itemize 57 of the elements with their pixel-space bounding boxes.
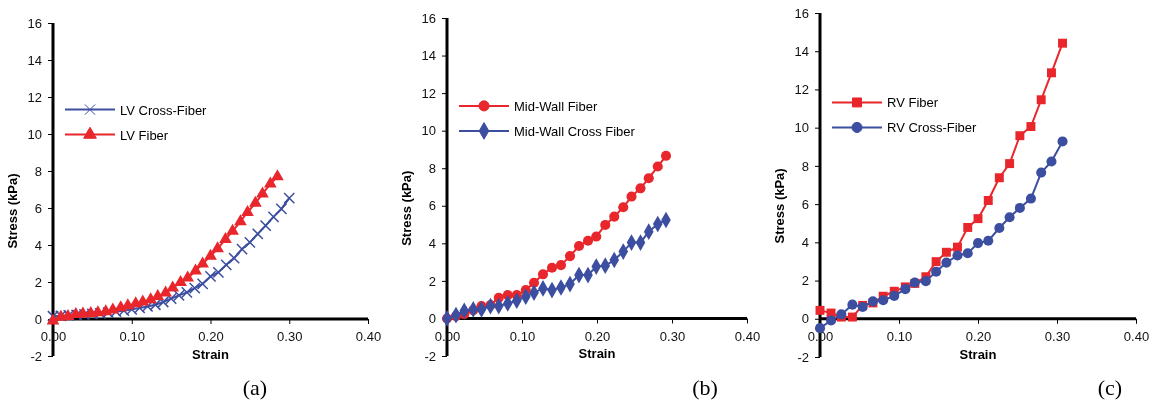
x-tick-label: 0.10 <box>886 329 913 345</box>
y-tick-label: -2 <box>797 349 809 365</box>
y-tick-label: 4 <box>428 235 436 251</box>
x-tick-label: 0.40 <box>734 328 761 344</box>
x-tick-label: 0.30 <box>277 329 303 345</box>
y-tick-label: 8 <box>34 163 42 179</box>
y-axis-title: Stress (kPa) <box>772 168 787 244</box>
x-tick-label: 0.10 <box>119 329 145 345</box>
legend-label: RV Fiber <box>887 95 939 111</box>
x-axis-title: Strain <box>959 346 997 362</box>
legend-label: Mid-Wall Fiber <box>514 98 598 114</box>
x-tick-label: 0.30 <box>1044 329 1071 345</box>
y-tick-label: 2 <box>801 273 809 289</box>
y-tick-label: 0 <box>428 311 436 327</box>
text: (a) <box>242 375 268 400</box>
y-tick-label: 6 <box>428 198 436 214</box>
x-tick-label: 0.30 <box>659 328 686 344</box>
y-tick-label: 14 <box>794 43 809 59</box>
y-tick-label: 4 <box>34 237 42 253</box>
y-tick-label: 12 <box>27 89 42 105</box>
y-tick-label: -2 <box>424 348 436 364</box>
y-tick-label: 10 <box>27 126 42 142</box>
y-tick-label: 16 <box>421 10 436 26</box>
y-tick-label: 16 <box>794 5 809 21</box>
y-tick-label: 4 <box>801 234 809 250</box>
x-axis-title: Strain <box>578 346 616 362</box>
y-tick-label: 10 <box>421 123 436 139</box>
legend-label: Mid-Wall Cross Fiber <box>514 123 636 139</box>
legend-label: LV Fiber <box>120 127 169 143</box>
y-axis-title: Stress (kPa) <box>5 173 20 249</box>
y-tick-label: 2 <box>34 274 42 290</box>
y-tick-label: 12 <box>794 82 809 98</box>
y-tick-label: 16 <box>27 15 42 31</box>
y-tick-label: 6 <box>34 200 42 216</box>
y-tick-label: 14 <box>27 52 42 68</box>
x-tick-label: 0.40 <box>355 329 382 345</box>
y-tick-label: 10 <box>794 120 809 136</box>
x-tick-label: 0.10 <box>509 328 536 344</box>
y-tick-label: 0 <box>34 311 42 327</box>
text: (c) <box>1097 375 1123 400</box>
y-tick-label: 8 <box>801 158 809 174</box>
y-tick-label: 12 <box>421 85 436 101</box>
x-axis-title: Strain <box>192 347 229 362</box>
y-tick-label: 2 <box>428 273 436 289</box>
y-tick-label: 6 <box>801 196 809 212</box>
y-tick-label: -2 <box>30 348 42 364</box>
x-tick-label: 0.20 <box>198 329 224 345</box>
text: (b) <box>692 375 718 400</box>
legend-label: LV Cross-Fiber <box>120 102 208 118</box>
x-tick-label: 0.20 <box>584 328 611 344</box>
y-axis-title: Stress (kPa) <box>399 170 414 246</box>
x-tick-label: 0.40 <box>1123 329 1150 345</box>
legend-label: RV Cross-Fiber <box>887 120 977 136</box>
y-tick-label: 14 <box>421 48 436 64</box>
y-tick-label: 0 <box>801 311 809 327</box>
x-tick-label: 0.20 <box>965 329 992 345</box>
y-tick-label: 8 <box>428 160 436 176</box>
